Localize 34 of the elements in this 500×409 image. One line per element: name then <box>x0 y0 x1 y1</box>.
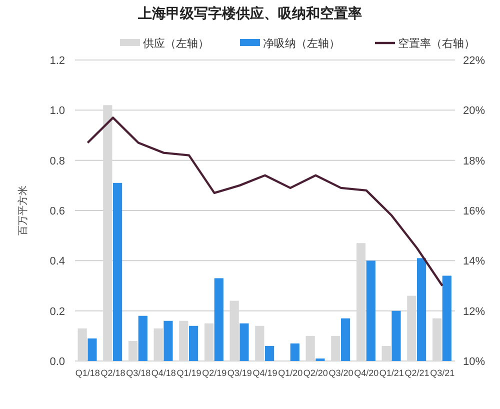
xtick: Q2/19 <box>202 368 227 378</box>
xtick: Q3/19 <box>227 368 252 378</box>
y2tick: 10% <box>463 356 486 368</box>
legend: 净吸纳（左轴） <box>263 38 340 50</box>
xtick: Q4/19 <box>252 368 278 378</box>
xtick: Q3/18 <box>126 368 151 378</box>
ytick: 0.0 <box>50 356 65 368</box>
xtick: Q1/19 <box>176 368 202 378</box>
xtick: Q3/20 <box>328 368 354 378</box>
ytick: 1.2 <box>50 55 65 67</box>
xtick: Q3/21 <box>430 368 455 378</box>
legend: 供应（左轴） <box>143 38 209 50</box>
ytick: 0.4 <box>50 256 65 268</box>
y2tick: 14% <box>463 256 486 268</box>
title: 上海甲级写字楼供应、吸纳和空置率 <box>138 5 362 21</box>
xtick: Q4/20 <box>354 368 379 378</box>
y2tick: 20% <box>463 105 486 118</box>
ylabel: 百万平方米 <box>18 186 29 236</box>
xtick: Q1/20 <box>278 368 303 378</box>
ytick: 1.0 <box>50 105 65 118</box>
y2tick: 22% <box>463 55 486 67</box>
xtick: Q2/21 <box>404 368 430 378</box>
ytick: 0.8 <box>50 155 65 168</box>
ytick: 0.2 <box>50 306 65 318</box>
y2tick: 12% <box>463 306 486 318</box>
legend: 空置率（右轴） <box>398 38 475 50</box>
xtick: Q2/18 <box>100 368 126 378</box>
xtick: Q2/20 <box>303 368 328 378</box>
xtick: Q1/21 <box>379 368 404 378</box>
y2tick: 16% <box>463 206 486 218</box>
ytick: 0.6 <box>50 206 65 218</box>
y2tick: 18% <box>463 155 486 168</box>
xtick: Q1/18 <box>75 368 100 378</box>
xtick: Q4/18 <box>151 368 176 378</box>
